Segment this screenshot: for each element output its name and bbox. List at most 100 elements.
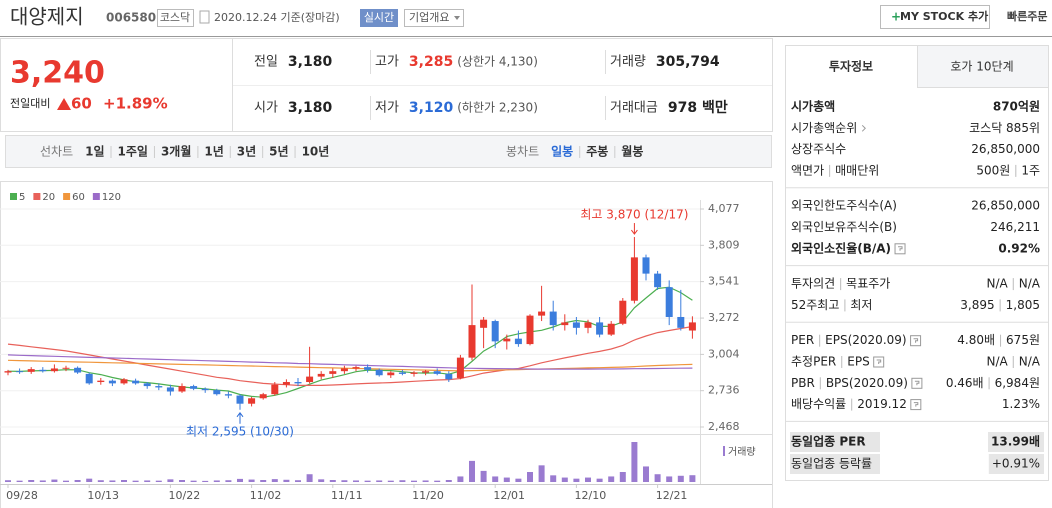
- volume-bar: [445, 480, 452, 482]
- candle-body: [317, 373, 325, 377]
- quote-label: 저가: [375, 101, 399, 116]
- candle-body: [16, 371, 24, 373]
- candle-body: [549, 311, 557, 326]
- info-label: 외국인한도주식수(A): [791, 199, 897, 213]
- candle-body: [398, 372, 406, 374]
- quote-note: (상한가 4,130): [457, 55, 538, 69]
- candle-body: [642, 257, 650, 274]
- candle-body: [201, 388, 209, 391]
- candle-body: [480, 319, 488, 328]
- candle-body: [538, 311, 546, 316]
- stock-name: 대양제지: [10, 5, 84, 29]
- realtime-label[interactable]: 실시간: [364, 11, 394, 24]
- volume-bar: [515, 478, 522, 482]
- period-tabs: 선차트 1일 1주일 3개월 1년 3년 5년 10년 봉차트 일봉 주봉 월봉: [40, 144, 643, 159]
- volume-bar: [364, 480, 371, 482]
- candle-body: [514, 338, 522, 345]
- legend-swatch: [33, 193, 41, 200]
- volume-bar: [457, 476, 464, 482]
- info-label: 배당수익률: [791, 397, 846, 411]
- info-label: 목표주가: [846, 277, 890, 291]
- info-value: 0.92%: [998, 241, 1040, 255]
- volume-bar: [260, 480, 267, 482]
- volume-bar: [492, 476, 499, 482]
- volume-bar: [28, 480, 35, 482]
- volume-bar: [51, 479, 58, 482]
- volume-bar: [109, 480, 116, 482]
- period-tab[interactable]: 5년: [269, 145, 288, 159]
- period-tab[interactable]: 3년: [237, 145, 256, 159]
- volume-bar: [283, 479, 290, 482]
- candle-body: [561, 322, 569, 326]
- info-value: 1,805: [1006, 298, 1040, 312]
- info-value: 4.80배: [957, 333, 995, 347]
- quick-order[interactable]: 빠른주문: [1007, 9, 1047, 23]
- tab-active[interactable]: [786, 46, 917, 87]
- overview-label[interactable]: 기업개요: [409, 11, 449, 24]
- info-label: EPS(2020.09): [825, 333, 906, 347]
- candle-body: [572, 322, 580, 328]
- volume-bar: [469, 460, 475, 482]
- current-price: 3,240: [10, 56, 105, 91]
- candle-body: [39, 369, 47, 372]
- info-label: 매매단위: [835, 163, 879, 177]
- candle-body: [352, 367, 360, 369]
- annotation: 최저 2,595 (10/30): [186, 424, 294, 438]
- volume-bar: [155, 480, 162, 482]
- candle-body: [85, 373, 93, 384]
- period-tab[interactable]: 일봉: [551, 145, 573, 159]
- tab-label[interactable]: 호가 10단계: [950, 60, 1013, 74]
- volume-bar: [144, 480, 151, 482]
- realtime-button[interactable]: [360, 9, 398, 27]
- x-tick-label: 12/10: [575, 489, 607, 502]
- volume-bar: [271, 479, 278, 482]
- volume-bar: [677, 475, 684, 482]
- period-tab[interactable]: 1일: [85, 145, 104, 159]
- dropdown-icon: [454, 16, 460, 20]
- period-tab[interactable]: 1년: [204, 145, 223, 159]
- candle-body: [132, 380, 140, 384]
- overview-button[interactable]: [404, 9, 464, 27]
- period-group-label: 선차트: [40, 145, 73, 159]
- tab-label[interactable]: 투자정보: [829, 59, 873, 74]
- volume-bar: [63, 480, 69, 482]
- candle-body: [143, 383, 151, 387]
- candle-body: [456, 357, 464, 378]
- period-tab[interactable]: 3개월: [161, 144, 191, 159]
- change: 60: [71, 95, 92, 113]
- tab-inactive[interactable]: [917, 46, 1048, 87]
- volume-bar: [318, 479, 325, 482]
- candle-body: [120, 379, 128, 384]
- volume-bar: [422, 480, 429, 482]
- candle-body: [584, 322, 592, 328]
- period-tab[interactable]: 10년: [302, 145, 330, 159]
- info-label: PER: [791, 333, 814, 347]
- volume-bar: [387, 480, 394, 482]
- y-tick-label: 4,077: [708, 202, 740, 215]
- x-tick-label: 11/02: [250, 489, 282, 502]
- period-tab[interactable]: 1주일: [118, 145, 148, 159]
- quote-value: 3,180: [288, 100, 333, 116]
- x-tick-label: 11/11: [331, 489, 363, 502]
- volume-bar: [306, 474, 313, 482]
- volume-bar: [411, 480, 417, 482]
- info-value: 870억원: [993, 100, 1040, 114]
- period-tab[interactable]: 월봉: [621, 144, 643, 159]
- my-stock-button[interactable]: [880, 5, 990, 29]
- candle-body: [4, 371, 12, 373]
- info-label: 추정PER: [791, 355, 836, 369]
- volume-bar: [341, 480, 348, 482]
- quote-value: 305,794: [656, 54, 720, 70]
- up-arrow: [57, 98, 71, 110]
- info-value: 675원: [1006, 333, 1040, 347]
- volume-bar: [503, 477, 510, 482]
- volume-bar: [121, 480, 127, 482]
- my-stock-label[interactable]: MY STOCK 추가: [900, 9, 988, 23]
- y-tick-label: 3,004: [708, 347, 740, 360]
- volume-bar: [329, 480, 336, 482]
- x-tick-label: 10/22: [169, 489, 201, 502]
- info-label: 동일업종 등락률: [791, 457, 872, 471]
- period-tab[interactable]: 주봉: [586, 145, 608, 159]
- candle-body: [259, 394, 267, 399]
